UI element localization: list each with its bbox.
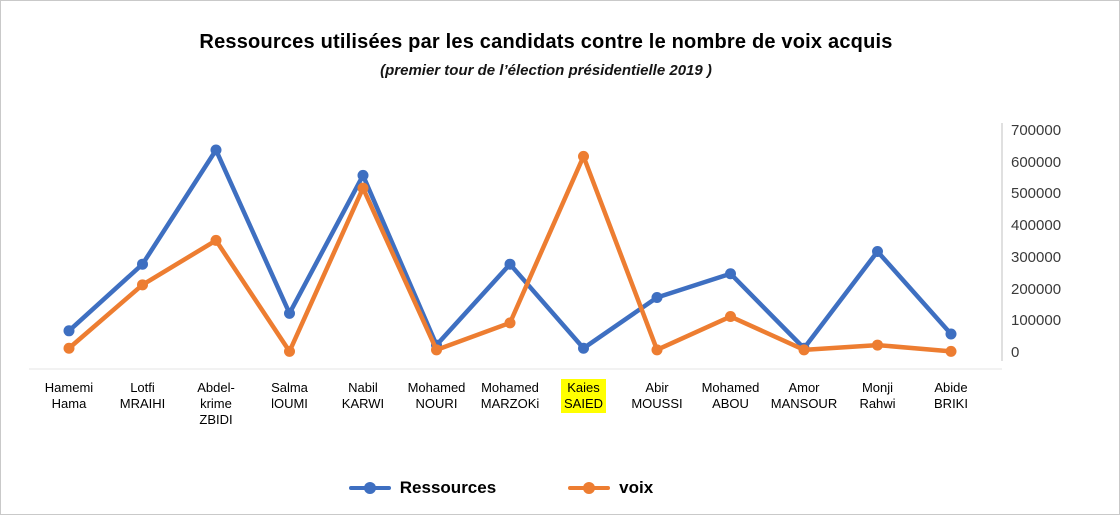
data-point-voix <box>578 150 589 162</box>
x-axis-label-line: BRIKI <box>934 396 968 411</box>
x-axis-label: Lotfi MRAIHI <box>100 379 186 413</box>
y-tick-label: 400000 <box>1011 217 1062 235</box>
data-point-ressources <box>872 246 883 258</box>
y-tick-label: 600000 <box>1011 153 1062 171</box>
legend-label: Ressources <box>399 478 497 497</box>
data-point-ressources <box>945 328 957 340</box>
highlighted-label-box: Kaies SAIED <box>560 379 606 413</box>
data-point-ressources <box>725 268 736 280</box>
data-point-voix <box>798 344 810 356</box>
x-axis-label-line: Abir <box>645 380 669 395</box>
data-point-voix <box>945 345 957 357</box>
label-box: Mohamed MARZOKi <box>478 379 543 413</box>
label-box: Mohamed NOURI <box>405 379 469 413</box>
x-axis-label-line: lOUMI <box>271 396 308 411</box>
x-axis-label-line: Abide <box>934 380 968 395</box>
x-axis-label: Mohamed NOURI <box>394 379 480 413</box>
x-axis-label-line: ABOU <box>712 396 749 411</box>
x-axis-label: Monji Rahwi <box>835 379 921 413</box>
x-axis-label-line: krime <box>200 396 232 411</box>
data-point-voix <box>63 342 75 354</box>
x-axis-label-line: Hama <box>51 396 87 411</box>
x-axis-label: Abir MOUSSI <box>614 379 700 413</box>
data-point-voix <box>504 317 516 329</box>
x-axis-label-line: Mohamed <box>407 380 466 395</box>
x-axis-label-line: Rahwi <box>859 396 896 411</box>
x-axis-label-line: Abdel- <box>197 380 235 395</box>
legend-label: voix <box>619 478 654 497</box>
legend-item-ressources: Ressources <box>348 478 497 498</box>
data-point-voix <box>651 344 663 356</box>
label-box: Abide BRIKI <box>931 379 971 413</box>
data-point-ressources <box>357 169 369 181</box>
y-tick-label: 0 <box>1011 344 1020 361</box>
label-box: Amor MANSOUR <box>768 379 840 413</box>
data-point-ressources <box>63 325 75 337</box>
data-point-ressources <box>504 258 516 270</box>
x-axis-label: Abdel-krime ZBIDI <box>173 379 259 429</box>
data-point-ressources <box>137 258 148 270</box>
x-axis-label: Hamemi Hama <box>26 379 112 413</box>
x-axis-label-line: Mohamed <box>481 380 539 395</box>
x-axis-label-line: Hamemi <box>44 380 94 395</box>
x-axis-label-line: Amor <box>788 380 820 395</box>
x-axis-label: Kaies SAIED <box>541 379 627 413</box>
legend: Ressources voix <box>1 478 1001 498</box>
y-tick-label: 200000 <box>1011 280 1062 298</box>
y-tick-label: 700000 <box>1011 122 1062 139</box>
x-axis-label-line: ZBIDI <box>199 412 233 427</box>
x-axis-label: Mohamed MARZOKi <box>467 379 553 413</box>
data-point-voix <box>137 279 148 291</box>
data-point-voix <box>357 182 369 194</box>
y-tick-label: 500000 <box>1011 185 1062 203</box>
x-axis-label-line: SAIED <box>563 396 603 411</box>
x-axis-label-line: Lotfi <box>130 380 155 395</box>
legend-item-voix: voix <box>568 478 653 498</box>
chart-subtitle: (premier tour de l’élection présidentiel… <box>380 62 712 79</box>
label-box: Nabil KARWI <box>339 379 387 413</box>
legend-dot-icon <box>583 482 596 494</box>
data-point-ressources <box>651 292 663 303</box>
y-tick-label: 100000 <box>1011 312 1062 330</box>
data-point-ressources <box>210 144 222 156</box>
x-axis-label-line: Monji <box>861 380 894 395</box>
label-box: Lotfi MRAIHI <box>117 379 169 413</box>
label-box: Abir MOUSSI <box>628 379 685 413</box>
x-axis-label-line: MARZOKi <box>480 396 540 411</box>
x-axis-label-line: Salma <box>271 380 308 395</box>
data-point-voix <box>210 234 222 246</box>
y-tick-label: 300000 <box>1011 248 1062 266</box>
legend-marker-icon <box>568 481 611 495</box>
x-axis-label-line: Kaies <box>567 380 600 395</box>
x-axis-label-line: MANSOUR <box>770 396 838 411</box>
x-axis-label-line: Mohamed <box>701 380 760 395</box>
x-axis-label: Salma lOUMI <box>247 379 333 413</box>
label-box: Abdel-krime ZBIDI <box>194 379 238 429</box>
x-axis-label-line: Nabil <box>348 380 378 395</box>
data-point-ressources <box>284 307 295 319</box>
x-axis-label: Amor MANSOUR <box>761 379 847 413</box>
x-axis-label: Mohamed ABOU <box>688 379 774 413</box>
data-point-voix <box>725 311 736 323</box>
chart-title: Ressources utilisées par les candidats c… <box>199 31 893 53</box>
x-axis-label-line: MRAIHI <box>119 396 166 411</box>
data-point-ressources <box>578 342 589 354</box>
x-axis-label-line: KARWI <box>341 396 385 411</box>
data-point-voix <box>284 345 295 357</box>
x-axis-label: Nabil KARWI <box>320 379 406 413</box>
data-point-voix <box>872 339 883 351</box>
x-axis-label-line: NOURI <box>415 396 458 411</box>
label-box: Mohamed ABOU <box>699 379 763 413</box>
label-box: Monji Rahwi <box>856 379 898 413</box>
label-box: Salma lOUMI <box>268 379 311 413</box>
legend-marker-icon <box>348 481 391 495</box>
x-axis-label: Abide BRIKI <box>908 379 994 413</box>
label-box: Hamemi Hama <box>42 379 96 413</box>
data-point-voix <box>431 344 442 356</box>
legend-dot-icon <box>363 482 376 494</box>
x-axis-label-line: MOUSSI <box>631 396 683 411</box>
